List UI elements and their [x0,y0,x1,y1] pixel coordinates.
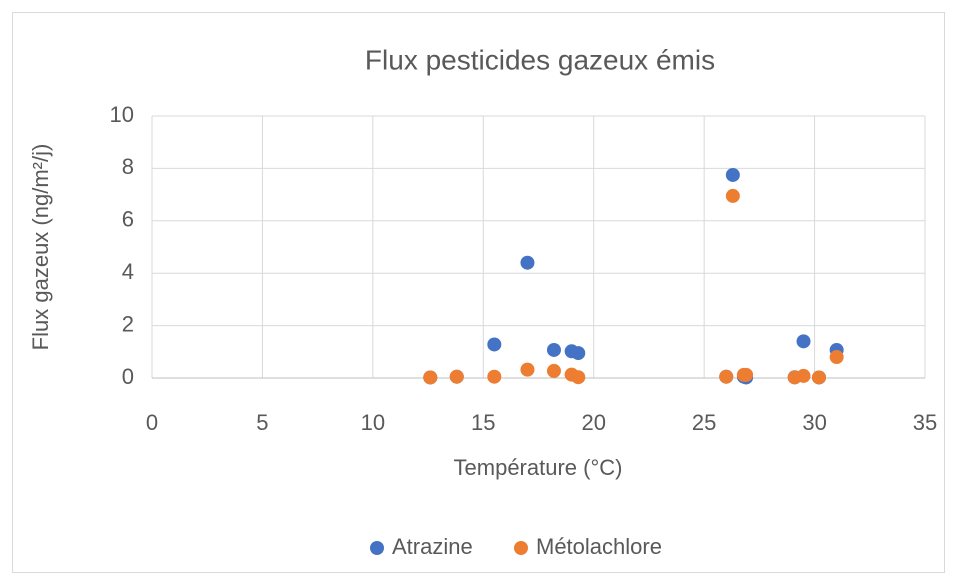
point [571,370,586,385]
point [725,167,740,182]
x-tick-label: 30 [802,410,826,435]
x-tick-label: 35 [913,410,937,435]
point [449,369,464,384]
point [571,346,586,361]
legend-label: Atrazine [392,534,473,559]
legend-marker [370,541,384,555]
legend-marker [514,541,528,555]
x-tick-label: 0 [146,410,158,435]
point [487,337,502,352]
point [811,370,826,385]
point [546,342,561,357]
point [520,362,535,377]
point [725,188,740,203]
x-tick-label: 10 [361,410,385,435]
x-tick-label: 25 [692,410,716,435]
point [719,369,734,384]
legend: Atrazine Métolachlore [370,534,662,559]
point [739,367,754,382]
point [829,350,844,365]
y-axis-label: Flux gazeux (ng/m²/j) [28,144,53,351]
chart-title: Flux pesticides gazeux émis [365,44,715,75]
x-tick-label: 5 [256,410,268,435]
point [423,370,438,385]
y-tick-label: 0 [122,364,134,389]
point [546,363,561,378]
y-tick-label: 6 [122,207,134,232]
x-axis-label: Température (°C) [454,455,623,480]
y-tick-label: 2 [122,311,134,336]
point [487,369,502,384]
y-tick-label: 10 [110,102,134,127]
legend-label: Métolachlore [536,534,662,559]
point [796,334,811,349]
chart-border [12,12,945,573]
y-tick-label: 4 [122,259,134,284]
point [520,255,535,270]
point [796,368,811,383]
x-tick-label: 20 [581,410,605,435]
x-tick-label: 15 [471,410,495,435]
y-tick-label: 8 [122,154,134,179]
